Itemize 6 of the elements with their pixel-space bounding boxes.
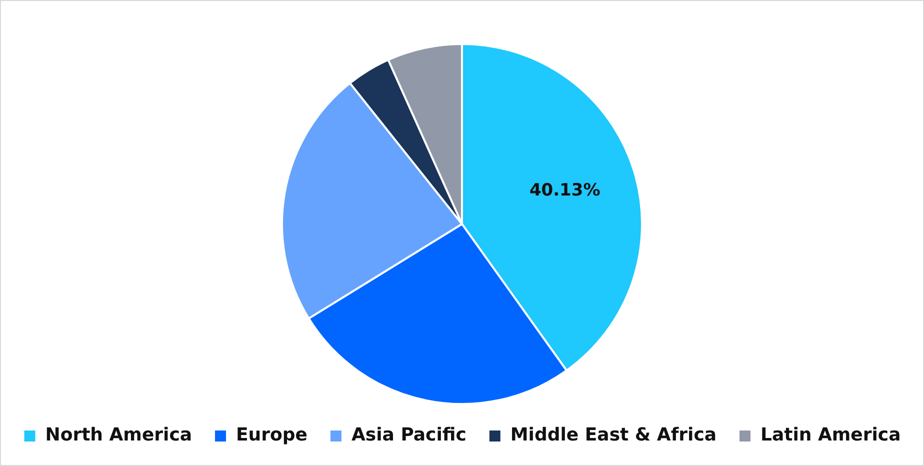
legend-label: Middle East & Africa	[510, 424, 717, 446]
legend-label: Asia Pacific	[351, 424, 466, 446]
legend-label: Latin America	[760, 424, 901, 446]
legend-label: North America	[45, 424, 192, 446]
legend-label: Europe	[236, 424, 308, 446]
data-label: 40.13%	[529, 180, 600, 200]
